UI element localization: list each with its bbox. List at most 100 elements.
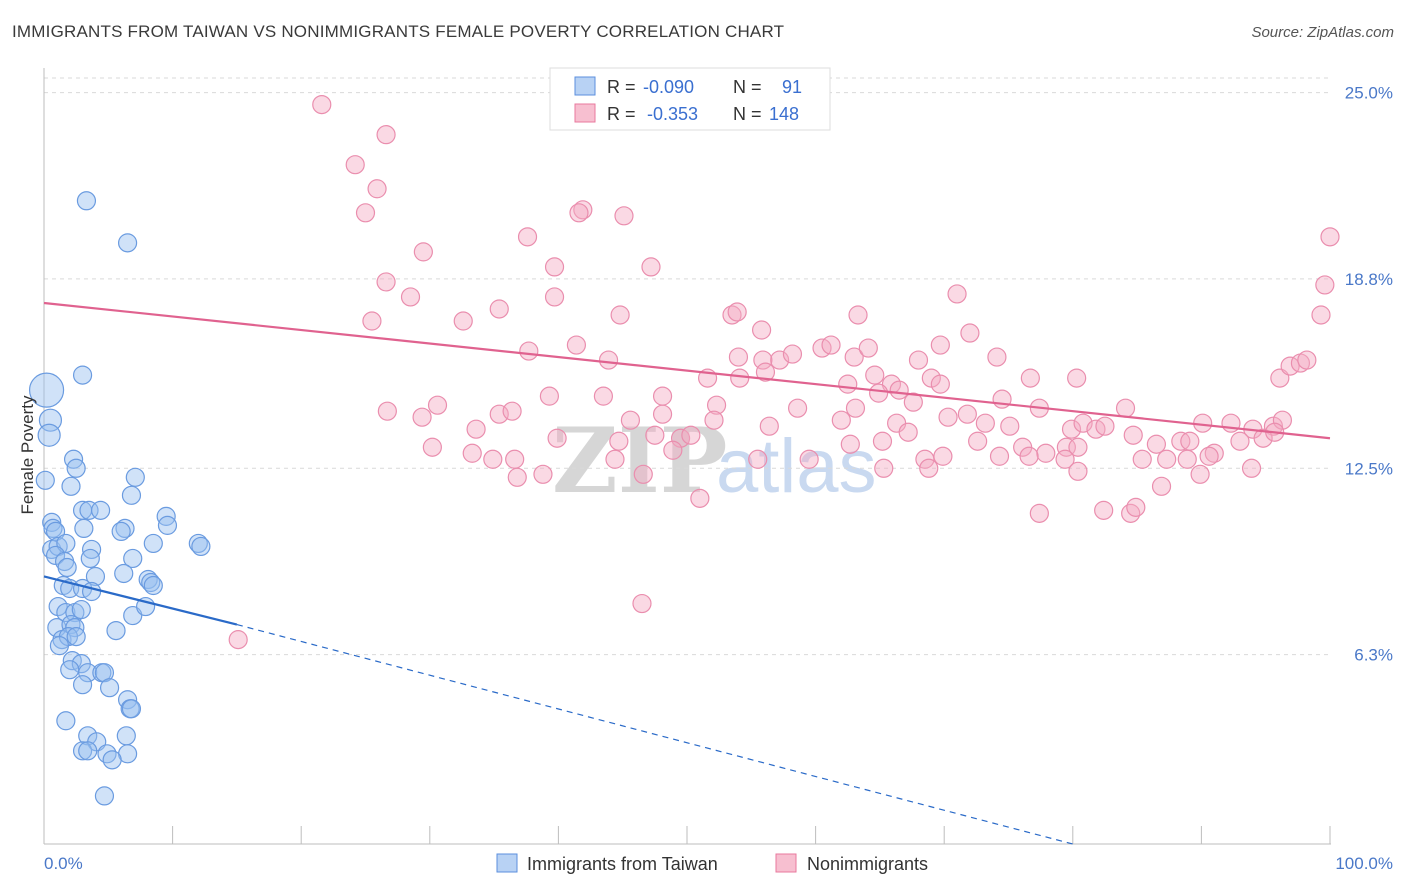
- nonimmigrant-point: [483, 449, 503, 469]
- series-legend: Immigrants from Taiwan Nonimmigrants: [496, 853, 928, 874]
- nonimmigrant-point: [466, 419, 486, 439]
- bottom-legend-swatch-blue: [496, 853, 518, 873]
- taiwan-trend-line: [43, 575, 238, 626]
- nonimmigrant-point: [919, 458, 939, 478]
- bottom-legend-swatch-pink: [775, 853, 797, 873]
- nonimmigrant-point: [1199, 446, 1219, 466]
- taiwan-point: [117, 233, 138, 253]
- nonimmigrants-points: [228, 94, 1340, 650]
- nonimmigrant-point: [641, 257, 661, 277]
- nonimmigrant-point: [1036, 443, 1056, 463]
- nonimmigrant-point: [1094, 500, 1114, 520]
- watermark-atlas: atlas: [716, 424, 877, 509]
- taiwan-point: [123, 548, 143, 569]
- nonimmigrant-point: [947, 284, 967, 304]
- nonimmigrant-point: [975, 413, 995, 433]
- nonimmigrant-point: [422, 437, 442, 457]
- nonimmigrant-point: [755, 362, 776, 382]
- taiwan-point: [80, 548, 100, 569]
- y-tick-label: 12.5%: [1345, 459, 1393, 478]
- nonimmigrant-point: [838, 374, 858, 394]
- legend-box: [549, 67, 831, 131]
- y-tick-labels: 6.3% 12.5% 18.8% 25.0%: [1345, 84, 1393, 665]
- nonimmigrant-point: [533, 464, 553, 484]
- nonimmigrant-point: [1068, 437, 1088, 457]
- taiwan-point: [60, 660, 80, 680]
- legend-r-value-2: -0.353: [647, 104, 698, 124]
- nonimmigrant-point: [544, 287, 565, 307]
- nonimmigrant-point: [1190, 464, 1210, 484]
- legend-r-label-2: R =: [607, 104, 636, 124]
- nonimmigrant-point: [898, 422, 918, 442]
- taiwan-point: [66, 627, 86, 647]
- nonimmigrant-point: [544, 257, 565, 277]
- nonimmigrant-point: [831, 410, 851, 430]
- taiwan-point: [81, 581, 102, 602]
- nonimmigrant-point: [848, 305, 868, 325]
- nonimmigrant-point: [957, 404, 977, 424]
- taiwan-point: [116, 726, 136, 746]
- nonimmigrant-point: [507, 467, 527, 487]
- nonimmigrant-point: [489, 299, 509, 319]
- taiwan-point: [125, 467, 145, 487]
- taiwan-point: [79, 500, 99, 520]
- taiwan-point: [72, 741, 93, 761]
- nonimmigrant-point: [727, 302, 747, 322]
- nonimmigrant-point: [453, 311, 473, 331]
- nonimmigrant-point: [1115, 398, 1136, 418]
- taiwan-point: [74, 518, 94, 539]
- taiwan-point: [94, 786, 115, 806]
- nonimmigrant-point: [889, 380, 909, 400]
- watermark-zip: ZIP: [552, 408, 727, 514]
- nonimmigrant-point: [930, 374, 950, 394]
- axes: [43, 68, 1331, 845]
- nonimmigrant-point: [505, 449, 525, 469]
- nonimmigrant-point: [1121, 503, 1141, 523]
- nonimmigrant-point: [1146, 434, 1166, 454]
- taiwan-point: [102, 750, 122, 770]
- nonimmigrant-point: [1029, 503, 1049, 523]
- nonimmigrant-point: [1241, 458, 1262, 478]
- taiwan-point: [191, 536, 211, 557]
- nonimmigrant-point: [598, 350, 619, 370]
- nonimmigrant-point: [869, 383, 889, 403]
- nonimmigrant-point: [799, 449, 819, 469]
- nonimmigrant-point: [362, 311, 382, 331]
- nonimmigrant-point: [1132, 449, 1152, 469]
- taiwan-point: [35, 470, 55, 490]
- taiwan-points: [28, 191, 211, 806]
- taiwan-point: [49, 636, 70, 656]
- taiwan-point: [97, 744, 117, 764]
- correlation-legend: R = -0.090 N = 91 R = -0.353 N = 148: [549, 67, 831, 131]
- taiwan-point: [138, 569, 158, 590]
- chart-title: IMMIGRANTS FROM TAIWAN VS NONIMMIGRANTS …: [12, 22, 785, 41]
- bottom-legend-label-nonimmigrants: Nonimmigrants: [807, 854, 928, 874]
- nonimmigrant-point: [605, 449, 625, 469]
- nonimmigrant-point: [1068, 461, 1088, 481]
- nonimmigrant-point: [614, 206, 634, 226]
- nonimmigrant-point: [1020, 368, 1040, 388]
- taiwan-point: [94, 663, 115, 683]
- nonimmigrant-point: [462, 443, 482, 463]
- nonimmigrant-point: [865, 365, 885, 385]
- nonimmigrant-point: [1320, 227, 1340, 247]
- taiwan-point: [143, 575, 163, 596]
- taiwan-point: [56, 711, 76, 731]
- legend-r-label-1: R =: [607, 77, 636, 97]
- nonimmigrant-point: [1067, 368, 1087, 388]
- taiwan-point: [72, 365, 93, 385]
- nonimmigrant-point: [748, 449, 768, 469]
- nonimmigrant-point: [751, 320, 772, 340]
- taiwan-point: [141, 572, 161, 593]
- nonimmigrant-point: [782, 344, 803, 364]
- nonimmigrant-point: [1157, 449, 1177, 469]
- taiwan-point: [76, 191, 97, 211]
- legend-swatch-blue: [574, 76, 596, 96]
- nonimmigrant-point: [989, 446, 1010, 466]
- nonimmigrant-point: [908, 350, 929, 370]
- taiwan-point: [157, 515, 178, 535]
- taiwan-point: [28, 372, 65, 408]
- nonimmigrant-point: [376, 272, 396, 292]
- nonimmigrant-point: [519, 341, 539, 361]
- nonimmigrant-point: [821, 335, 841, 355]
